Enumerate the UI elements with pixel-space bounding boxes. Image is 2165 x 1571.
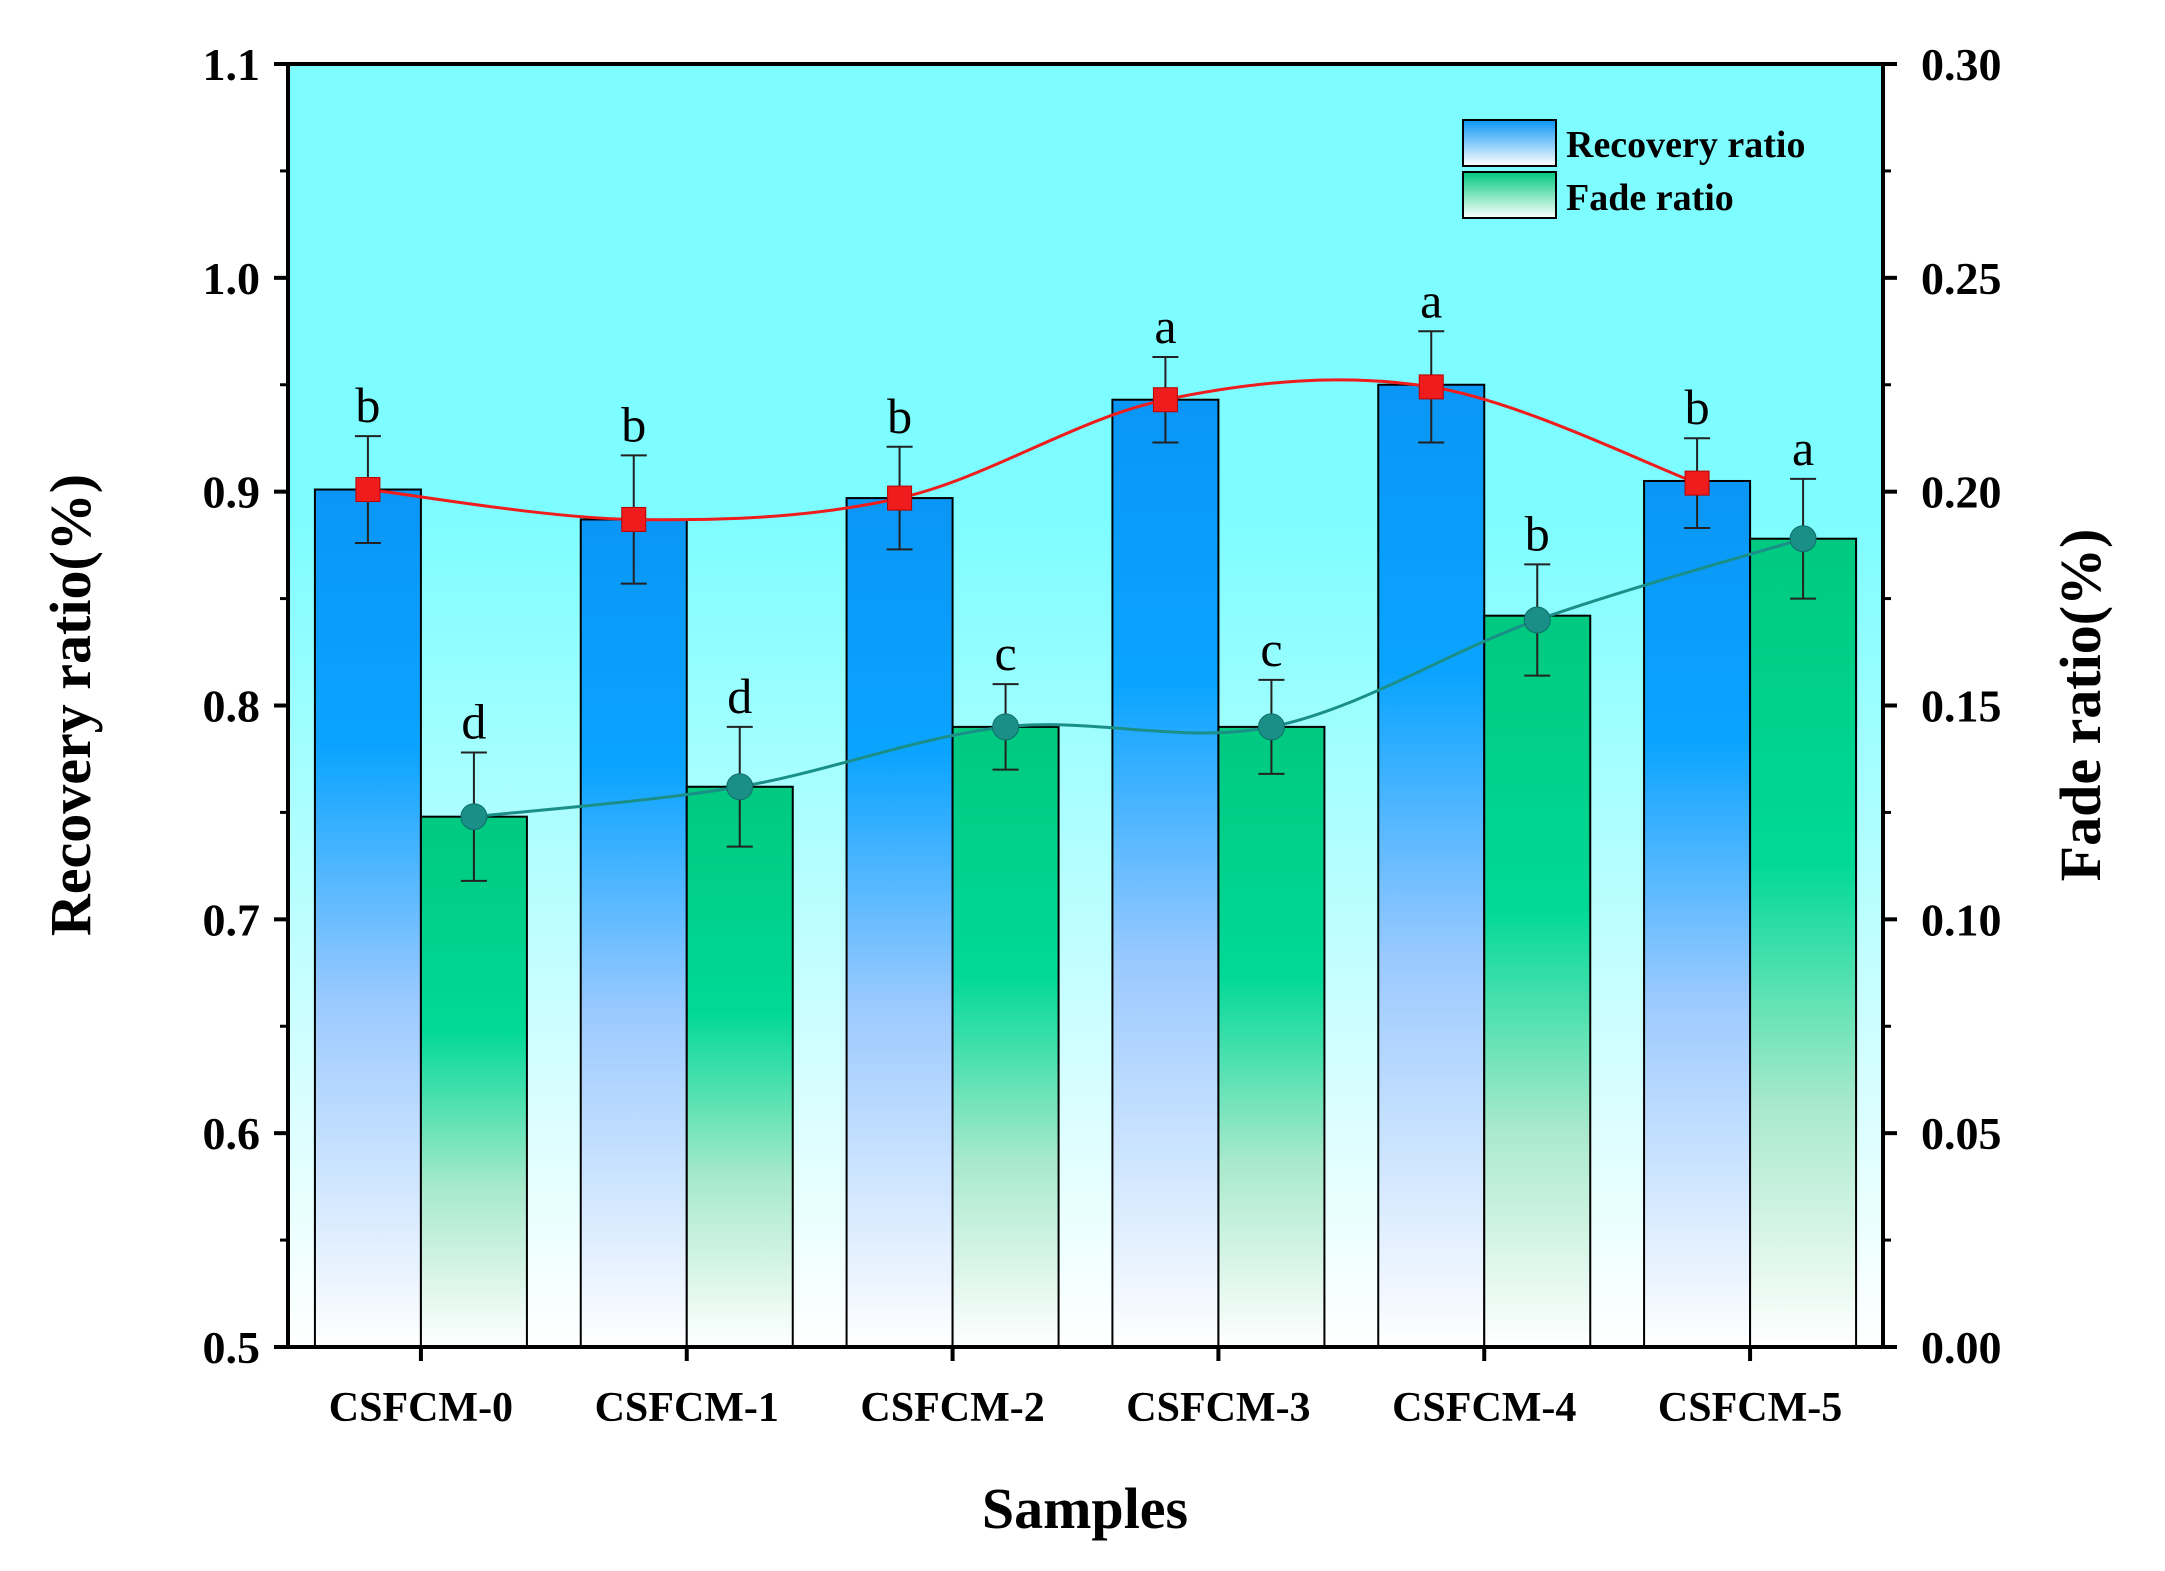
marker-recovery-3 — [1152, 387, 1178, 413]
y2-tick-label-2: 0.10 — [1921, 894, 2002, 945]
line-fade — [473, 537, 1804, 819]
bar-recovery-2 — [845, 497, 954, 1348]
significance-labels-layer: b b b a a b d d c c b a — [355, 272, 1814, 749]
bar-fade-5 — [1749, 537, 1858, 1348]
bar-recovery-0 — [313, 488, 422, 1348]
legend-swatch-recovery — [1462, 119, 1557, 167]
legend-label-recovery: Recovery ratio — [1566, 124, 1806, 166]
significance-label-0-5: b — [1685, 379, 1710, 435]
significance-label-1-2: c — [994, 625, 1016, 681]
y2-tick-label-0: 0.00 — [1921, 1322, 2002, 1373]
line-recovery — [367, 378, 1698, 522]
marker-fade-0 — [460, 803, 488, 831]
bar-fade-4 — [1483, 614, 1592, 1348]
x-axis: CSFCM-0 CSFCM-1 CSFCM-2 CSFCM-3 CSFCM-4 CSFCM… — [329, 1347, 1842, 1431]
significance-label-1-1: d — [727, 668, 752, 724]
y-tick-label-5: 1.0 — [203, 253, 261, 304]
x-tick-label-2: CSFCM-2 — [860, 1385, 1044, 1431]
right-axis: 0.00 0.05 0.10 0.15 0.20 0.25 0.30 — [1883, 39, 2002, 1373]
y-tick-label-6: 1.1 — [203, 39, 261, 90]
significance-label-0-4: a — [1420, 272, 1442, 328]
y2-tick-label-4: 0.20 — [1921, 467, 2002, 518]
marker-recovery-4 — [1418, 374, 1444, 400]
y-tick-label-0: 0.5 — [203, 1322, 261, 1373]
x-tick-label-5: CSFCM-5 — [1658, 1385, 1842, 1431]
significance-label-0-1: b — [621, 396, 646, 452]
marker-fade-4 — [1523, 606, 1551, 634]
significance-label-0-3: a — [1154, 298, 1176, 354]
y-axis-title: Recovery ratio(%) — [38, 474, 103, 936]
x-tick-label-1: CSFCM-1 — [595, 1385, 779, 1431]
bar-fade-0 — [419, 815, 528, 1348]
x-tick-label-0: CSFCM-0 — [329, 1385, 513, 1431]
bar-recovery-4 — [1377, 383, 1486, 1348]
y2-tick-label-5: 0.25 — [1921, 253, 2002, 304]
significance-label-1-4: b — [1525, 505, 1550, 561]
lines-layer — [367, 378, 1804, 819]
bar-recovery-5 — [1643, 479, 1752, 1349]
error-bars-layer — [354, 330, 1817, 882]
left-axis: 0.5 0.6 0.7 0.8 0.9 1.0 1.1 — [203, 39, 288, 1373]
bar-recovery-3 — [1111, 398, 1220, 1348]
y2-tick-label-3: 0.15 — [1921, 681, 2002, 732]
x-axis-title: Samples — [982, 1476, 1188, 1541]
x-tick-label-4: CSFCM-4 — [1392, 1385, 1576, 1431]
bar-recovery-1 — [579, 518, 688, 1348]
significance-label-1-5: a — [1792, 420, 1814, 476]
significance-label-0-2: b — [887, 388, 912, 444]
y-tick-label-1: 0.6 — [203, 1108, 261, 1159]
bar-fade-1 — [685, 785, 794, 1348]
bar-fade-2 — [951, 725, 1060, 1348]
marker-recovery-2 — [887, 485, 913, 511]
significance-label-1-3: c — [1260, 621, 1282, 677]
y-tick-label-2: 0.7 — [203, 894, 261, 945]
y2-tick-label-1: 0.05 — [1921, 1108, 2002, 1159]
marker-fade-1 — [726, 773, 754, 801]
significance-label-0-0: b — [355, 377, 380, 433]
marker-fade-3 — [1257, 713, 1285, 741]
significance-label-1-0: d — [461, 694, 486, 750]
y2-axis-title: Fade ratio(%) — [2048, 529, 2113, 882]
y-tick-label-4: 0.9 — [203, 467, 261, 518]
bars-layer — [313, 383, 1858, 1349]
y-tick-label-3: 0.8 — [203, 681, 261, 732]
legend: Recovery ratio Fade ratio — [1462, 119, 1806, 219]
y2-tick-label-6: 0.30 — [1921, 39, 2002, 90]
marker-recovery-5 — [1684, 470, 1710, 496]
marker-fade-2 — [992, 713, 1020, 741]
plot-area — [288, 64, 1883, 1347]
bar-fade-3 — [1217, 725, 1326, 1348]
marker-recovery-1 — [621, 506, 647, 532]
markers-layer — [355, 374, 1817, 831]
legend-swatch-fade — [1462, 171, 1557, 219]
x-tick-label-3: CSFCM-3 — [1126, 1385, 1310, 1431]
legend-label-fade: Fade ratio — [1566, 177, 1734, 219]
marker-recovery-0 — [355, 477, 381, 503]
marker-fade-5 — [1789, 525, 1817, 553]
